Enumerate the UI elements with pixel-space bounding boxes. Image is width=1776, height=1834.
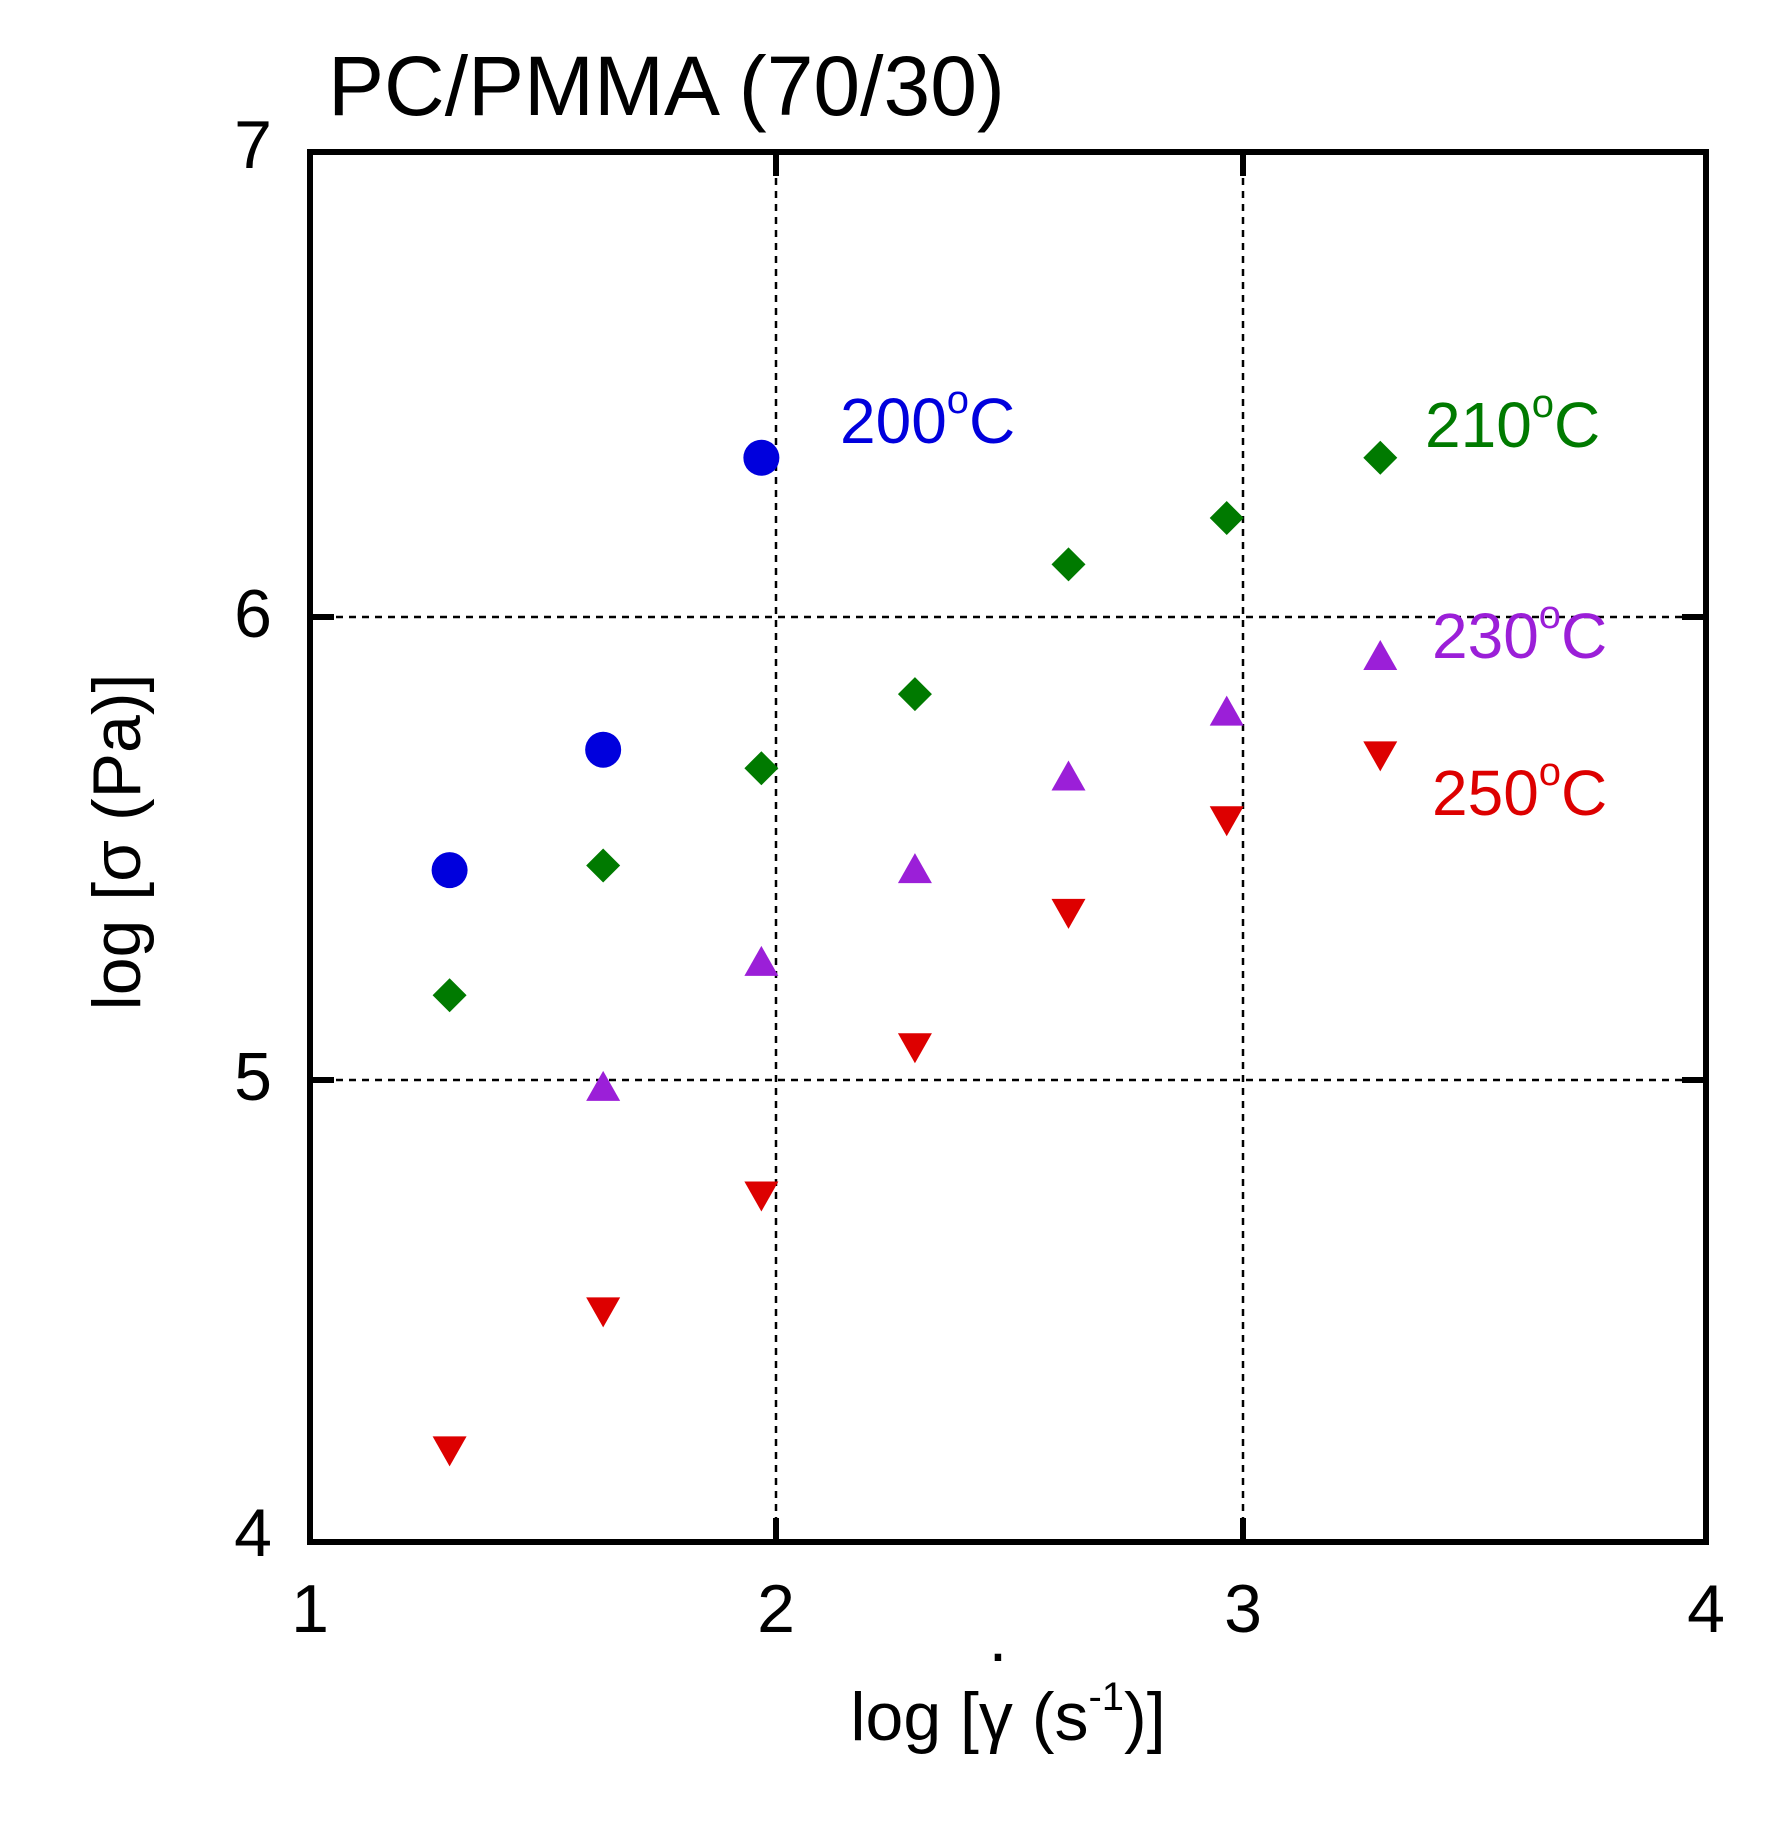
series-250 [432,741,1398,1467]
data-point-230-0 [586,1070,621,1101]
x-axis-title: log [γ (s-1)] · [850,1615,1165,1755]
x-tick-label-4: 4 [1687,1571,1725,1647]
y-tick-label-7: 7 [234,107,272,183]
y-axis-title-symbol: σ [79,840,155,882]
series-label-230: 230oC [1432,593,1607,672]
y-tick-label-5: 5 [234,1039,272,1115]
data-point-250-0 [432,1436,467,1467]
series-label-210: 210oC [1425,382,1600,461]
x-axis-title-dot: · [987,1615,1010,1691]
x-axis-title-exponent: -1 [1088,1675,1124,1719]
data-point-250-1 [586,1297,621,1328]
chart-title: PC/PMMA (70/30) [328,39,1005,133]
data-point-230-3 [1051,760,1086,791]
data-point-200-2 [743,439,780,476]
data-point-230-5 [1363,640,1398,671]
data-points [431,439,1398,1467]
data-point-200-0 [431,852,468,889]
data-point-200-1 [585,731,622,768]
x-tick-label-1: 1 [291,1571,329,1647]
data-point-210-2 [744,751,779,786]
data-point-210-0 [432,978,467,1013]
tick-marks [310,152,1706,1542]
y-tick-label-4: 4 [234,1495,272,1571]
data-point-230-2 [897,853,932,884]
y-axis-title-prefix: log [ [79,882,155,1011]
x-tick-label-3: 3 [1224,1571,1262,1647]
y-tick-labels: 4 5 6 7 [234,107,272,1571]
series-label-200: 200oC [840,378,1015,457]
x-tick-label-2: 2 [757,1571,795,1647]
data-point-250-5 [1209,806,1244,837]
series-210 [432,440,1398,1013]
data-point-250-2 [744,1181,779,1212]
data-point-210-6 [1363,440,1398,475]
plot-frame [307,149,1709,1545]
data-point-210-3 [897,677,932,712]
series-labels: 200oC 210oC 230oC 250oC [840,378,1607,829]
data-point-230-1 [744,945,779,976]
data-point-250-3 [897,1033,932,1064]
y-tick-label-6: 6 [234,576,272,652]
y-axis-title: log [σ (Pa)] [79,674,155,1011]
x-tick-labels: 1 2 3 4 [291,1571,1725,1647]
x-axis-title-units: (s [1013,1679,1089,1755]
svg-text:log [γ (s-1)]: log [γ (s-1)] [850,1675,1165,1755]
data-point-250-4 [1051,898,1086,929]
x-axis-title-symbol: γ [979,1679,1013,1755]
y-axis-title-suffix: (Pa)] [79,674,155,840]
x-axis-title-prefix: log [ [850,1679,979,1755]
series-200 [431,439,780,889]
data-point-210-5 [1209,501,1244,536]
gridlines [310,152,1706,1542]
series-label-250: 250oC [1432,750,1607,829]
data-point-210-4 [1051,547,1086,582]
data-point-230-4 [1209,695,1244,726]
series-230 [586,640,1398,1101]
data-point-210-1 [586,848,621,883]
x-axis-title-suffix: )] [1124,1679,1166,1755]
data-point-250-6 [1363,741,1398,772]
